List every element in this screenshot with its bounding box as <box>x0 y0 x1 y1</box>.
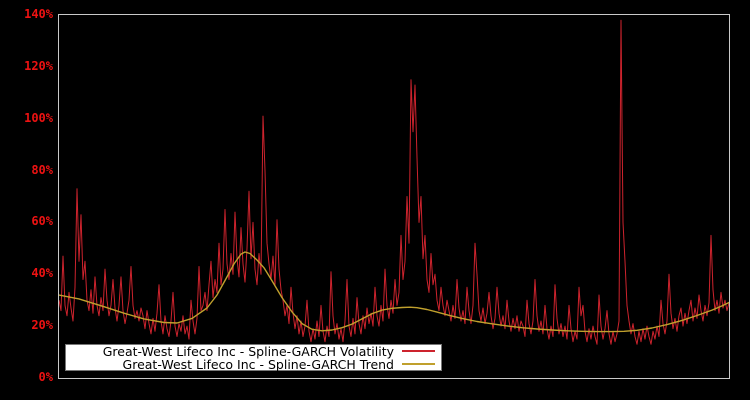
legend-label-trend: Great-West Lifeco Inc - Spline-GARCH Tre… <box>122 356 394 372</box>
legend-label-volatility: Great-West Lifeco Inc - Spline-GARCH Vol… <box>102 343 394 359</box>
legend-item-volatility: Great-West Lifeco Inc - Spline-GARCH Vol… <box>66 345 441 358</box>
y-tick-label-100: 100% <box>24 110 53 125</box>
y-tick-label-120: 120% <box>24 58 53 73</box>
plot-svg <box>59 19 729 345</box>
legend-line-trend-swatch <box>402 363 435 365</box>
y-tick-label-0: 0% <box>38 370 53 384</box>
volatility-series-line <box>59 19 729 345</box>
y-tick-label-60: 60% <box>31 214 53 229</box>
y-tick-label-80: 80% <box>31 162 53 177</box>
trend-series-line <box>59 251 729 333</box>
y-tick-label-140: 140% <box>24 7 53 21</box>
y-tick-label-40: 40% <box>31 266 53 281</box>
legend-item-trend: Great-West Lifeco Inc - Spline-GARCH Tre… <box>66 358 441 371</box>
y-tick-label-20: 20% <box>31 318 53 333</box>
plot-area <box>58 14 730 379</box>
legend: Great-West Lifeco Inc - Spline-GARCH Vol… <box>65 344 442 371</box>
legend-line-volatility-swatch <box>402 350 435 352</box>
